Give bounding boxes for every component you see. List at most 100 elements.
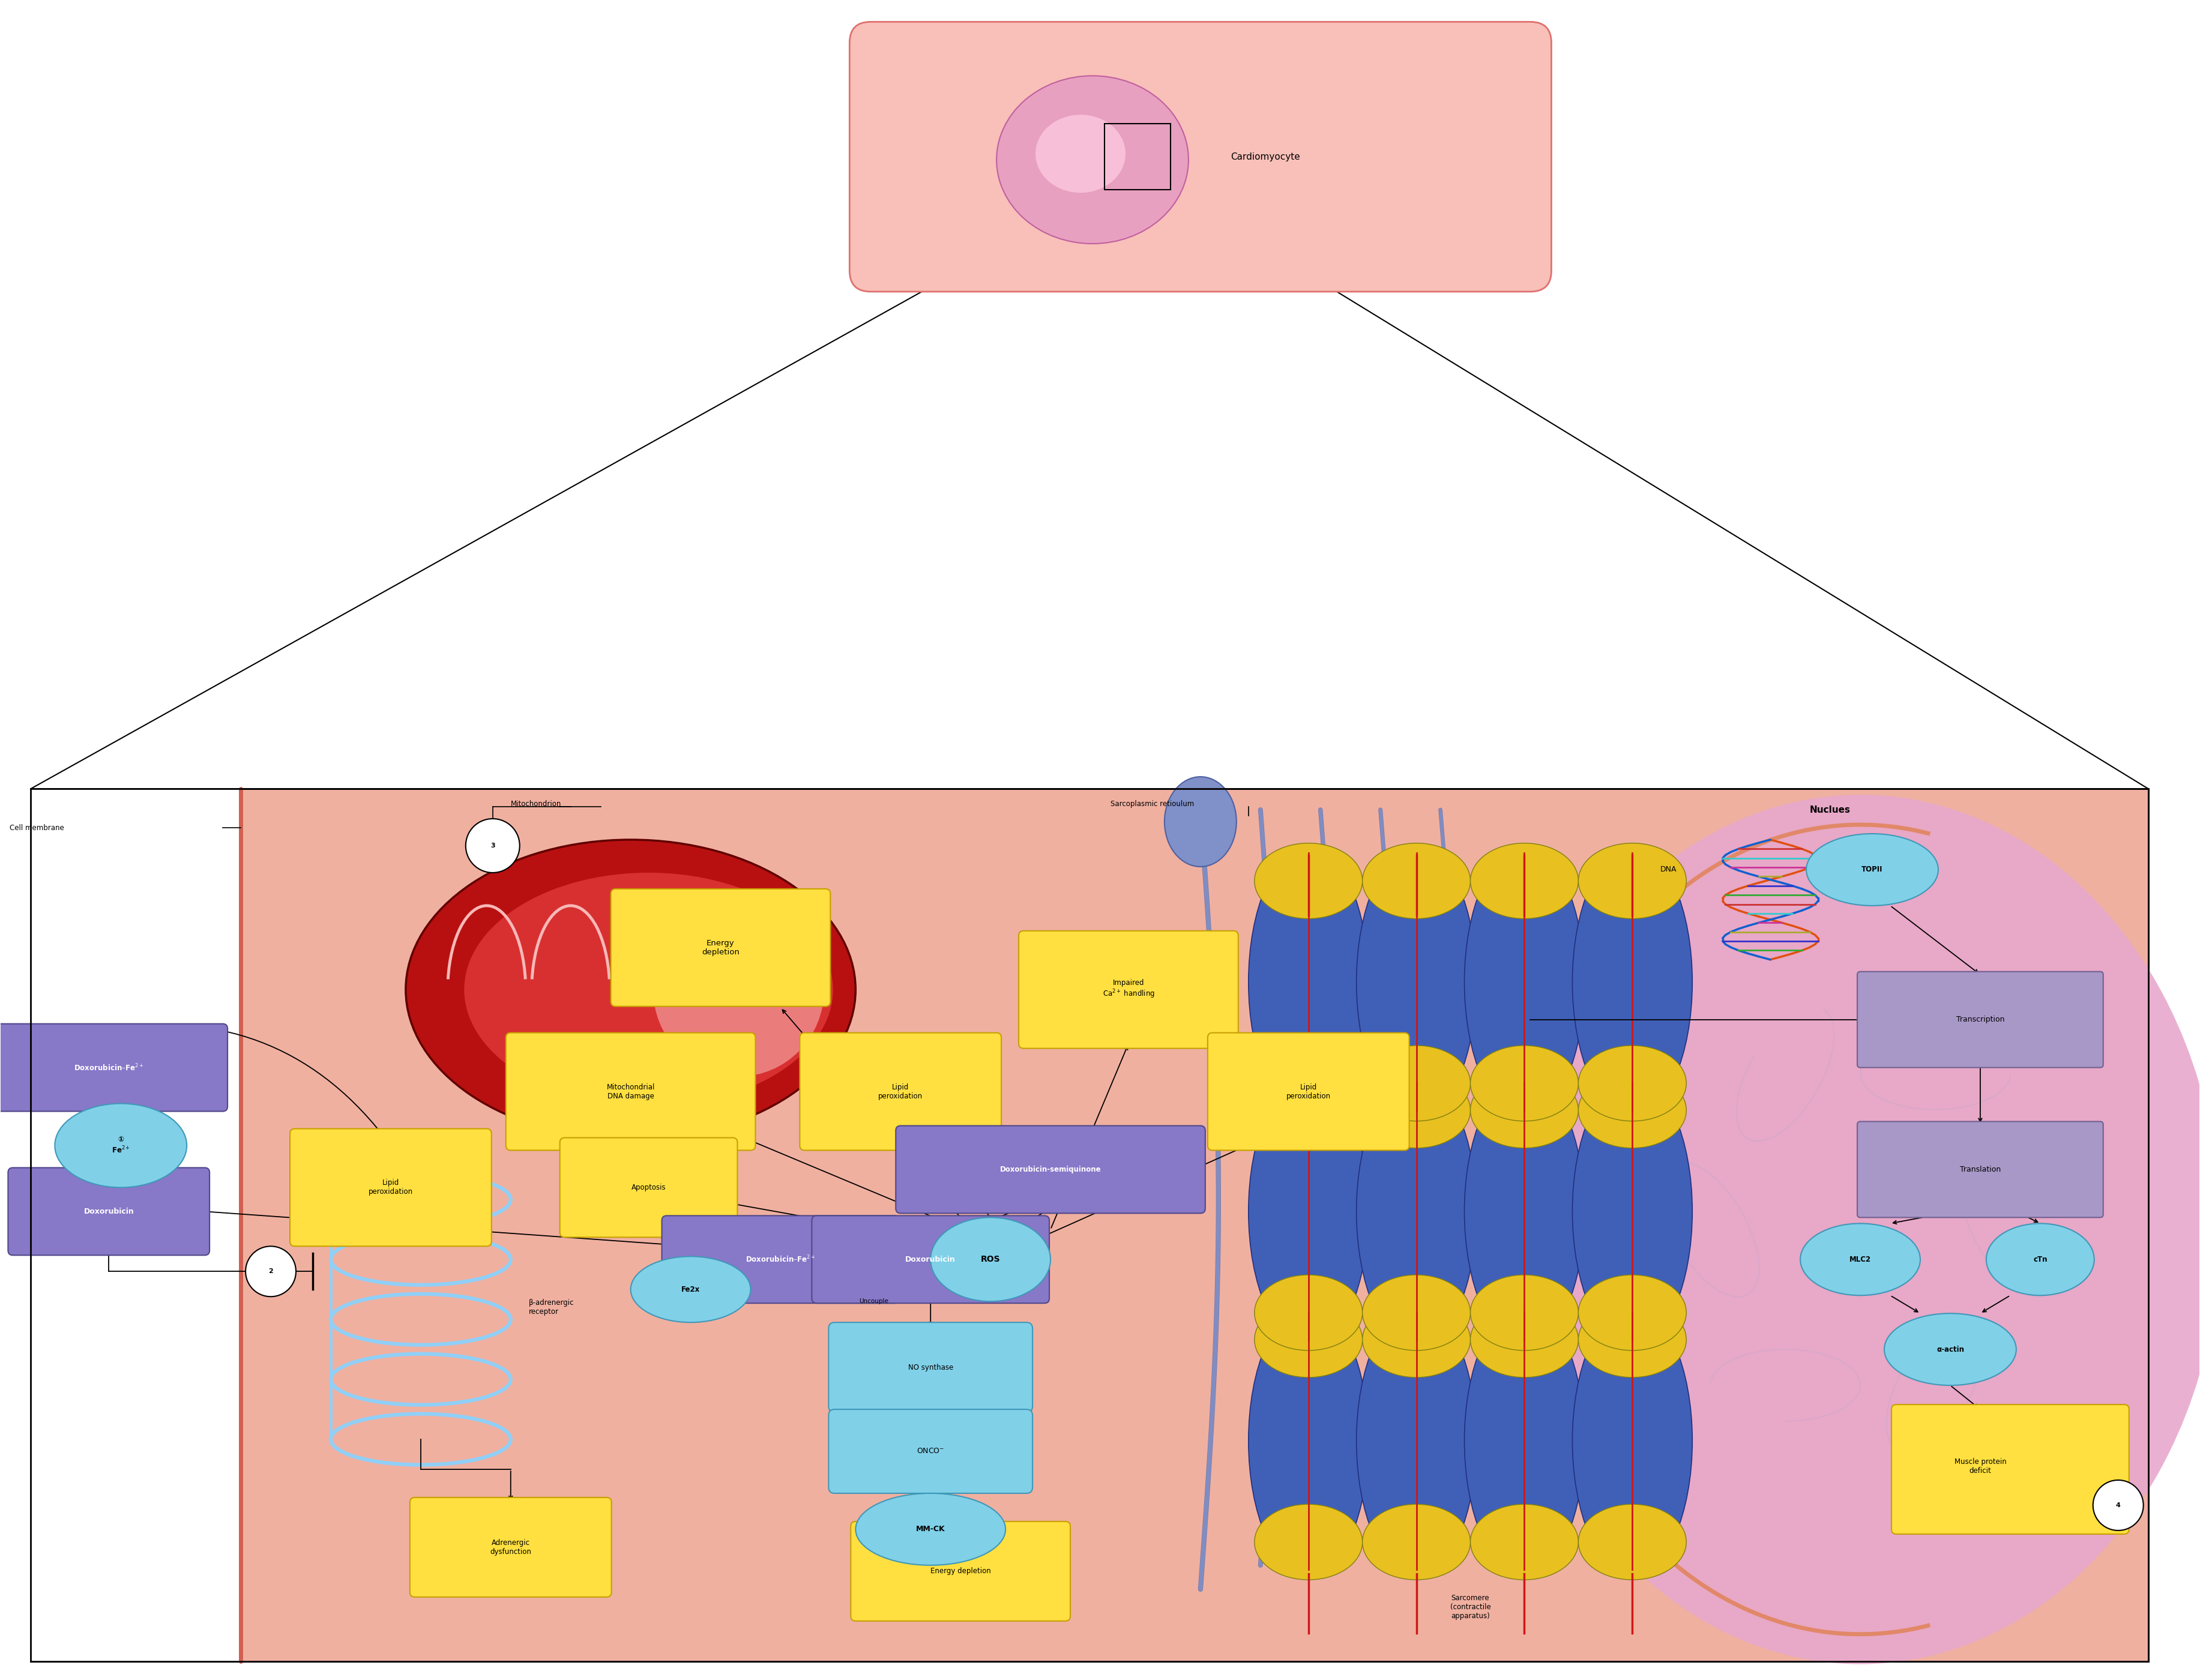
Ellipse shape xyxy=(1577,1504,1687,1579)
Ellipse shape xyxy=(1247,1305,1368,1576)
Ellipse shape xyxy=(997,76,1188,244)
Circle shape xyxy=(466,818,519,872)
Text: Energy
depletion: Energy depletion xyxy=(702,939,739,956)
Circle shape xyxy=(246,1247,297,1297)
FancyBboxPatch shape xyxy=(559,1137,737,1236)
Ellipse shape xyxy=(464,872,834,1107)
Text: Sarcomere
(contractile
apparatus): Sarcomere (contractile apparatus) xyxy=(1450,1594,1492,1620)
Ellipse shape xyxy=(1470,1045,1577,1121)
Text: Translation: Translation xyxy=(1960,1166,2000,1173)
Ellipse shape xyxy=(1465,847,1584,1117)
Text: Sarcoplasmic retioulum: Sarcoplasmic retioulum xyxy=(1111,800,1195,808)
FancyBboxPatch shape xyxy=(9,1168,209,1255)
Ellipse shape xyxy=(1577,843,1687,919)
Ellipse shape xyxy=(653,902,825,1077)
Text: Cardiomyocyte: Cardiomyocyte xyxy=(1230,153,1300,161)
FancyBboxPatch shape xyxy=(895,1126,1206,1213)
Ellipse shape xyxy=(1247,1077,1368,1346)
Text: Uncouple: Uncouple xyxy=(860,1299,889,1304)
Ellipse shape xyxy=(1362,1504,1470,1579)
Text: ONCO$^{-}$: ONCO$^{-}$ xyxy=(917,1448,944,1455)
Ellipse shape xyxy=(1254,1072,1362,1147)
Text: NO synthase: NO synthase xyxy=(909,1364,953,1371)
FancyBboxPatch shape xyxy=(1892,1404,2130,1534)
FancyBboxPatch shape xyxy=(851,1522,1071,1621)
Text: Adrenergic
dysfunction: Adrenergic dysfunction xyxy=(491,1539,532,1556)
Ellipse shape xyxy=(405,840,856,1139)
Text: Fe2x: Fe2x xyxy=(682,1285,700,1294)
Text: Lipid
peroxidation: Lipid peroxidation xyxy=(1287,1084,1331,1100)
Ellipse shape xyxy=(1806,833,1938,906)
Ellipse shape xyxy=(1362,1072,1470,1147)
Ellipse shape xyxy=(1577,1275,1687,1351)
Ellipse shape xyxy=(631,1257,750,1322)
Text: MLC2: MLC2 xyxy=(1850,1255,1872,1263)
Ellipse shape xyxy=(1247,847,1368,1117)
FancyBboxPatch shape xyxy=(829,1410,1032,1494)
Ellipse shape xyxy=(55,1104,187,1188)
Text: Energy depletion: Energy depletion xyxy=(931,1567,990,1576)
Ellipse shape xyxy=(1573,847,1692,1117)
FancyBboxPatch shape xyxy=(409,1497,612,1598)
Ellipse shape xyxy=(1164,776,1236,867)
Ellipse shape xyxy=(1357,847,1476,1117)
Ellipse shape xyxy=(1987,1223,2094,1295)
Ellipse shape xyxy=(1577,1045,1687,1121)
Text: α-actin: α-actin xyxy=(1936,1346,1965,1354)
FancyBboxPatch shape xyxy=(1208,1033,1410,1151)
Text: Doxorubicin–Fe$^{2+}$: Doxorubicin–Fe$^{2+}$ xyxy=(75,1062,143,1072)
Ellipse shape xyxy=(1573,1077,1692,1346)
Ellipse shape xyxy=(1465,1077,1584,1346)
Text: cTn: cTn xyxy=(2033,1255,2048,1263)
Ellipse shape xyxy=(1362,1045,1470,1121)
Text: DNA: DNA xyxy=(1661,865,1676,874)
Text: Mitochondrion: Mitochondrion xyxy=(510,800,561,808)
Ellipse shape xyxy=(1577,1072,1687,1147)
Text: MM-CK: MM-CK xyxy=(915,1525,946,1534)
Text: 2: 2 xyxy=(268,1268,273,1275)
Ellipse shape xyxy=(1362,1275,1470,1351)
FancyBboxPatch shape xyxy=(1857,971,2103,1067)
Text: Doxorubicin–Fe$^{2+}$: Doxorubicin–Fe$^{2+}$ xyxy=(746,1255,816,1265)
Text: Lipid
peroxidation: Lipid peroxidation xyxy=(367,1179,414,1196)
FancyBboxPatch shape xyxy=(801,1033,1001,1151)
FancyBboxPatch shape xyxy=(1857,1122,2103,1218)
Ellipse shape xyxy=(1470,1302,1577,1378)
Circle shape xyxy=(2092,1480,2143,1530)
Ellipse shape xyxy=(1254,1504,1362,1579)
FancyBboxPatch shape xyxy=(31,788,2147,1662)
Text: Transcription: Transcription xyxy=(1956,1016,2004,1023)
Text: 4: 4 xyxy=(2116,1502,2121,1509)
Text: Impaired
Ca$^{2+}$ handling: Impaired Ca$^{2+}$ handling xyxy=(1102,979,1155,1000)
Ellipse shape xyxy=(1254,1275,1362,1351)
FancyBboxPatch shape xyxy=(829,1322,1032,1413)
Ellipse shape xyxy=(1362,843,1470,919)
Text: Doxorubicin: Doxorubicin xyxy=(84,1208,134,1215)
Ellipse shape xyxy=(1254,1302,1362,1378)
Text: Doxorubicin-semiquinone: Doxorubicin-semiquinone xyxy=(1001,1166,1102,1173)
Ellipse shape xyxy=(1470,1072,1577,1147)
FancyBboxPatch shape xyxy=(1019,931,1239,1048)
Ellipse shape xyxy=(1577,1302,1687,1378)
Ellipse shape xyxy=(1470,843,1577,919)
Ellipse shape xyxy=(1800,1223,1921,1295)
Ellipse shape xyxy=(1362,1302,1470,1378)
Ellipse shape xyxy=(1470,1275,1577,1351)
Text: Apoptosis: Apoptosis xyxy=(631,1184,667,1191)
FancyBboxPatch shape xyxy=(0,1023,227,1112)
Text: Lipid
peroxidation: Lipid peroxidation xyxy=(878,1084,922,1100)
Text: β-adrenergic
receptor: β-adrenergic receptor xyxy=(528,1299,574,1315)
Ellipse shape xyxy=(1500,795,2200,1665)
Text: Mitochondrial
DNA damage: Mitochondrial DNA damage xyxy=(607,1084,656,1100)
FancyBboxPatch shape xyxy=(0,788,240,1662)
Ellipse shape xyxy=(1470,1504,1577,1579)
Ellipse shape xyxy=(1357,1305,1476,1576)
Ellipse shape xyxy=(1254,1045,1362,1121)
Ellipse shape xyxy=(931,1218,1052,1302)
Ellipse shape xyxy=(1883,1314,2015,1386)
FancyBboxPatch shape xyxy=(290,1129,491,1247)
Ellipse shape xyxy=(856,1494,1005,1566)
Text: TOPII: TOPII xyxy=(1861,865,1883,874)
FancyBboxPatch shape xyxy=(812,1216,1049,1304)
Text: Nuclues: Nuclues xyxy=(1811,805,1850,815)
